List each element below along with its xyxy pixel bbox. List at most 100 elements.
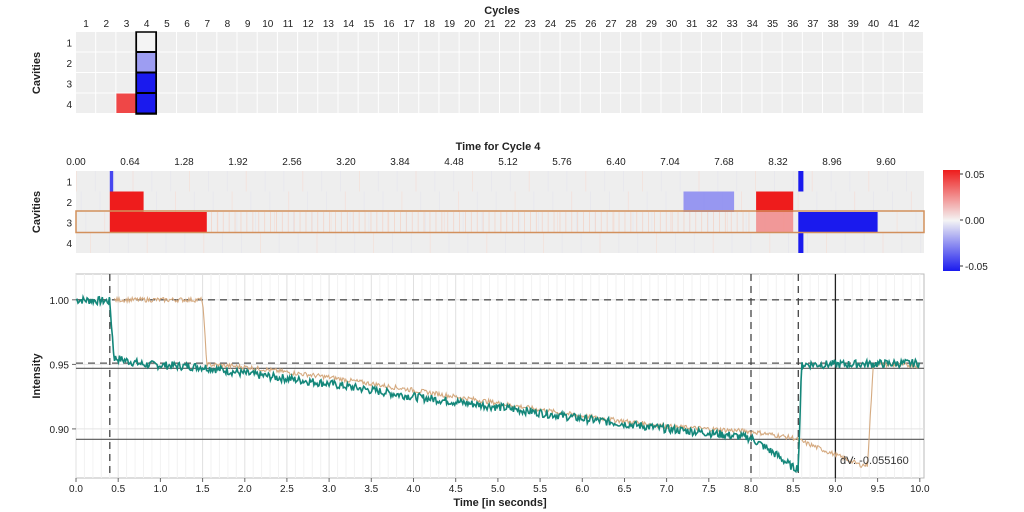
cycle-cell[interactable]	[257, 73, 277, 93]
cycle-cell[interactable]	[358, 93, 378, 114]
cycle-cell[interactable]	[156, 73, 176, 93]
cycle-cell[interactable]	[237, 52, 257, 73]
cycle-cell[interactable]	[540, 73, 560, 93]
cycle-cell[interactable]	[459, 52, 479, 73]
cycle-cell[interactable]	[802, 52, 823, 73]
cycle-cell[interactable]	[459, 73, 479, 93]
cycle-cell[interactable]	[580, 73, 600, 93]
cycle-cell[interactable]	[560, 52, 580, 73]
cycle-cell[interactable]	[277, 73, 298, 93]
cycle-cell[interactable]	[318, 32, 338, 52]
cycle-cell[interactable]	[540, 32, 560, 52]
cycle-cell[interactable]	[96, 52, 116, 73]
cycle-cell[interactable]	[217, 93, 237, 114]
cycle-cell[interactable]	[722, 32, 742, 52]
cycle-value-cell[interactable]	[116, 93, 136, 114]
cycle-cell[interactable]	[701, 73, 722, 93]
cycle-cell[interactable]	[298, 52, 318, 73]
cycle-cell[interactable]	[378, 73, 399, 93]
cycle-cell[interactable]	[338, 32, 358, 52]
cycle-cell[interactable]	[863, 93, 883, 114]
cycle-cell[interactable]	[116, 73, 136, 93]
time-band[interactable]	[109, 191, 144, 213]
cycle-cell[interactable]	[479, 73, 499, 93]
cycle-cell[interactable]	[298, 73, 318, 93]
cycle-cell[interactable]	[257, 93, 277, 114]
cycle-cell[interactable]	[782, 52, 802, 73]
cycle-cell[interactable]	[399, 52, 419, 73]
cycle-cell[interactable]	[863, 73, 883, 93]
selected-cavity-outline[interactable]	[75, 210, 925, 234]
cycle-cell[interactable]	[277, 93, 298, 114]
cycle-cell[interactable]	[277, 52, 298, 73]
cycle-cell[interactable]	[358, 73, 378, 93]
cycle-cell[interactable]	[439, 73, 459, 93]
cycle-cell[interactable]	[641, 52, 661, 73]
cycle-cell[interactable]	[76, 73, 96, 93]
cycle-cell[interactable]	[176, 73, 197, 93]
cycle-cell[interactable]	[399, 32, 419, 52]
cycle-cell[interactable]	[883, 52, 903, 73]
cycle-cell[interactable]	[641, 93, 661, 114]
cycle-cell[interactable]	[419, 52, 439, 73]
cycle-cell[interactable]	[76, 93, 96, 114]
cycle-cell[interactable]	[742, 52, 762, 73]
cycle-cell[interactable]	[76, 52, 96, 73]
cycle-cell[interactable]	[600, 73, 621, 93]
cycle-cell[interactable]	[782, 93, 802, 114]
cycle-value-cell[interactable]	[136, 93, 157, 114]
cycle-cell[interactable]	[197, 32, 217, 52]
cycle-cell[interactable]	[782, 32, 802, 52]
cycle-cell[interactable]	[257, 52, 277, 73]
cycle-cell[interactable]	[903, 32, 923, 52]
cycle-cell[interactable]	[479, 32, 499, 52]
cycle-cell[interactable]	[419, 73, 439, 93]
cycle-cell[interactable]	[863, 52, 883, 73]
cycle-cell[interactable]	[661, 32, 681, 52]
cycle-cell[interactable]	[439, 32, 459, 52]
cycle-cell[interactable]	[217, 52, 237, 73]
cycle-cell[interactable]	[156, 32, 176, 52]
cycle-value-cell[interactable]	[136, 31, 157, 52]
time-band[interactable]	[756, 191, 794, 213]
cycle-cell[interactable]	[742, 93, 762, 114]
cycle-cell[interactable]	[378, 52, 399, 73]
cycle-cell[interactable]	[116, 52, 136, 73]
cycle-cell[interactable]	[560, 93, 580, 114]
cycle-cell[interactable]	[176, 32, 197, 52]
cycle-cell[interactable]	[823, 93, 843, 114]
cycle-cell[interactable]	[76, 32, 96, 52]
cycle-cell[interactable]	[681, 93, 701, 114]
cycle-cell[interactable]	[823, 73, 843, 93]
cycle-cell[interactable]	[621, 93, 641, 114]
cycle-cell[interactable]	[681, 52, 701, 73]
cycle-cell[interactable]	[762, 32, 782, 52]
cycle-cell[interactable]	[217, 73, 237, 93]
cycle-cell[interactable]	[217, 32, 237, 52]
cycle-cell[interactable]	[338, 52, 358, 73]
cycle-cell[interactable]	[116, 32, 136, 52]
cycle-cell[interactable]	[722, 73, 742, 93]
cycle-cell[interactable]	[661, 73, 681, 93]
cycle-cell[interactable]	[621, 52, 641, 73]
cycle-cell[interactable]	[338, 73, 358, 93]
cycle-cell[interactable]	[156, 93, 176, 114]
cycle-cell[interactable]	[358, 32, 378, 52]
time-band[interactable]	[798, 171, 804, 192]
cycle-cell[interactable]	[560, 32, 580, 52]
cycle-cell[interactable]	[298, 93, 318, 114]
cycle-cell[interactable]	[96, 32, 116, 52]
cycle-cell[interactable]	[277, 32, 298, 52]
cycle-cell[interactable]	[237, 73, 257, 93]
cycle-cell[interactable]	[540, 93, 560, 114]
cycle-cell[interactable]	[499, 73, 520, 93]
cycle-cell[interactable]	[257, 32, 277, 52]
cycle-cell[interactable]	[479, 52, 499, 73]
cycle-cell[interactable]	[701, 52, 722, 73]
cycle-cell[interactable]	[419, 32, 439, 52]
cycle-cell[interactable]	[600, 52, 621, 73]
cycle-cell[interactable]	[358, 52, 378, 73]
cycle-cell[interactable]	[641, 32, 661, 52]
cycle-cell[interactable]	[237, 93, 257, 114]
cycle-cell[interactable]	[540, 52, 560, 73]
